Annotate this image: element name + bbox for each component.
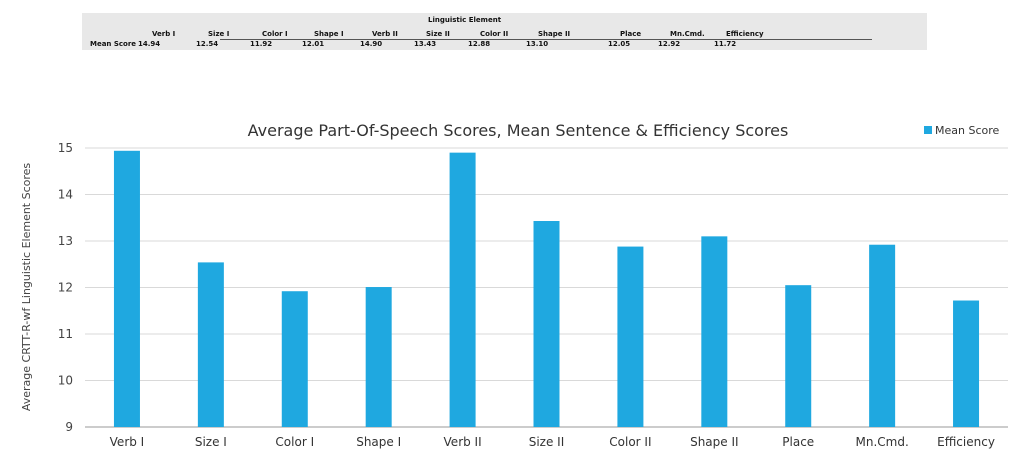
table-cell: 12.01 xyxy=(302,40,325,48)
bar xyxy=(281,291,308,427)
x-tick-label: Place xyxy=(782,435,814,449)
bar xyxy=(785,285,812,427)
table-column-header: Verb I xyxy=(152,30,176,38)
table-cell: 12.54 xyxy=(196,40,219,48)
y-tick-label: 14 xyxy=(58,188,73,202)
bars xyxy=(113,150,980,428)
table-column-header: Size II xyxy=(426,30,450,38)
y-tick-label: 12 xyxy=(58,281,73,295)
y-tick-label: 10 xyxy=(58,374,73,388)
bar xyxy=(617,246,644,427)
bar xyxy=(365,287,392,427)
table-column-header: Shape II xyxy=(538,30,571,38)
table-cell: 13.10 xyxy=(526,40,549,48)
bar xyxy=(113,150,140,428)
table-column-header: Size I xyxy=(208,30,230,38)
chart-title: Average Part-Of-Speech Scores, Mean Sent… xyxy=(248,121,789,140)
y-tick-label: 13 xyxy=(58,234,73,248)
legend-swatch xyxy=(924,126,932,134)
y-tick-label: 15 xyxy=(58,141,73,155)
table-column-header: Color I xyxy=(262,30,288,38)
y-tick-label: 9 xyxy=(65,420,73,434)
y-tick-labels: 9 10 11 12 13 14 15 xyxy=(58,141,73,434)
y-axis-label: Average CRTT-R-wf Linguistic Element Sco… xyxy=(20,163,33,412)
bar xyxy=(953,300,980,427)
data-table: Linguistic Element Mean Score Verb I 14.9… xyxy=(82,13,927,50)
bar xyxy=(449,152,476,427)
x-tick-label: Efficiency xyxy=(937,435,995,449)
table-cell: 12.05 xyxy=(608,40,631,48)
x-tick-label: Verb II xyxy=(444,435,482,449)
legend-label: Mean Score xyxy=(935,124,1000,137)
x-tick-label: Size I xyxy=(195,435,227,449)
table-column-header: Color II xyxy=(480,30,509,38)
table-cell: 12.88 xyxy=(468,40,491,48)
x-tick-label: Verb I xyxy=(110,435,145,449)
table-cell: 11.92 xyxy=(250,40,273,48)
table-column-header: Efficiency xyxy=(726,30,764,38)
table-cell: 12.92 xyxy=(658,40,681,48)
table-cell: 14.94 xyxy=(138,40,161,48)
x-tick-label: Shape I xyxy=(356,435,401,449)
table-cell: 13.43 xyxy=(414,40,437,48)
bar xyxy=(869,244,896,427)
bar xyxy=(197,262,224,427)
table-column-header: Place xyxy=(620,30,642,38)
table-group-header: Linguistic Element xyxy=(428,16,502,24)
table-cell: 11.72 xyxy=(714,40,737,48)
x-tick-label: Shape II xyxy=(690,435,738,449)
legend: Mean Score xyxy=(924,124,1000,137)
x-tick-label: Size II xyxy=(529,435,565,449)
y-tick-label: 11 xyxy=(58,327,73,341)
x-tick-label: Mn.Cmd. xyxy=(855,435,908,449)
bar xyxy=(533,221,560,427)
x-tick-label: Color I xyxy=(275,435,314,449)
table-header-rule xyxy=(220,39,872,40)
x-tick-label: Color II xyxy=(609,435,651,449)
x-tick-labels: Verb I Size I Color I Shape I Verb II Size II… xyxy=(110,435,995,449)
table-cell: 14.90 xyxy=(360,40,383,48)
table-column-header: Shape I xyxy=(314,30,344,38)
table-column-header: Verb II xyxy=(372,30,398,38)
table-row-label: Mean Score xyxy=(90,40,137,48)
table-column-header: Mn.Cmd. xyxy=(670,30,705,38)
bar xyxy=(701,236,728,427)
